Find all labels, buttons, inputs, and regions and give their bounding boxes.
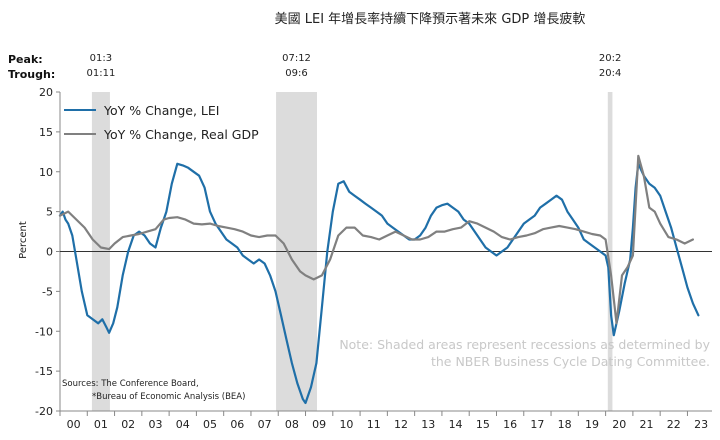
x-tick-label: 13: [421, 418, 435, 431]
y-tick-label: 20: [39, 86, 53, 99]
legend-item-lei: YoY % Change, LEI: [64, 98, 259, 122]
y-tick-label: -10: [35, 325, 53, 338]
x-tick-label: 17: [530, 418, 544, 431]
legend: YoY % Change, LEI YoY % Change, Real GDP: [64, 98, 259, 146]
y-axis-label: Percent: [18, 221, 29, 259]
legend-swatch-lei: [64, 109, 96, 111]
x-tick-label: 02: [121, 418, 135, 431]
x-tick-label: 08: [285, 418, 299, 431]
sources-line-1: Sources: The Conference Board,: [62, 379, 199, 389]
x-tick-label: 11: [367, 418, 381, 431]
x-tick-label: 21: [640, 418, 654, 431]
recession-note: Note: Shaded areas represent recessions …: [330, 336, 710, 370]
x-axis: 00 01 02 03 04 05 06 07 08 09 10 11 12 13 14 15 16 17 18 19…: [59, 410, 712, 431]
y-tick-label: -5: [42, 285, 53, 298]
note-line-2: the NBER Business Cycle Dating Committee…: [430, 354, 710, 369]
y-tick-label: 15: [39, 126, 53, 139]
x-tick-label: 07: [258, 418, 272, 431]
x-tick-label: 22: [667, 418, 681, 431]
x-tick-label: 15: [476, 418, 490, 431]
x-tick-label: 23: [694, 418, 708, 431]
x-tick-label: 16: [503, 418, 517, 431]
x-tick-label: 06: [230, 418, 244, 431]
y-axis: -20 -15 -10 -5 0 5 10 15 20: [35, 86, 712, 418]
legend-label-gdp: YoY % Change, Real GDP: [104, 126, 259, 142]
x-tick-label: 14: [449, 418, 463, 431]
x-tick-label: 05: [203, 418, 217, 431]
x-tick-label: 01: [94, 418, 108, 431]
y-tick-label: 5: [46, 206, 53, 219]
recession-peak-label: 01:3: [89, 53, 113, 64]
legend-swatch-gdp: [64, 133, 96, 135]
x-tick-label: 04: [176, 418, 190, 431]
x-tick-label: 18: [558, 418, 572, 431]
series-line-lei: [58, 162, 700, 405]
legend-item-gdp: YoY % Change, Real GDP: [64, 122, 259, 146]
recession-trough-label: 20:4: [598, 68, 622, 79]
legend-label-lei: YoY % Change, LEI: [104, 102, 220, 118]
x-tick-label: 09: [312, 418, 326, 431]
recession-peak-label: 20:2: [598, 53, 622, 64]
x-tick-label: 19: [585, 418, 599, 431]
recession-peak-label: 07:12: [282, 53, 311, 64]
x-tick-label: 12: [394, 418, 408, 431]
trough-label: Trough:: [8, 68, 56, 81]
note-line-1: Note: Shaded areas represent recessions …: [339, 337, 710, 352]
recession-trough-label: 09:6: [285, 68, 308, 79]
sources-line-2: *Bureau of Economic Analysis (BEA): [92, 392, 246, 402]
series-line-gdp: [58, 154, 695, 325]
y-tick-label: -20: [35, 405, 53, 418]
chart-title: 美國 LEI 年增長率持續下降預示著未來 GDP 增長疲軟: [274, 12, 586, 27]
x-tick-label: 10: [339, 418, 353, 431]
sources: Sources: The Conference Board, *Bureau o…: [62, 378, 245, 404]
y-tick-label: 10: [39, 166, 53, 179]
peak-label: Peak:: [8, 53, 43, 66]
y-tick-label: 0: [46, 246, 53, 259]
x-tick-label: 20: [612, 418, 626, 431]
x-tick-label: 03: [148, 418, 162, 431]
y-tick-label: -15: [35, 365, 53, 378]
series-lines: [58, 154, 700, 405]
x-tick-label: 00: [67, 418, 81, 431]
recession-trough-label: 01:11: [86, 68, 116, 79]
